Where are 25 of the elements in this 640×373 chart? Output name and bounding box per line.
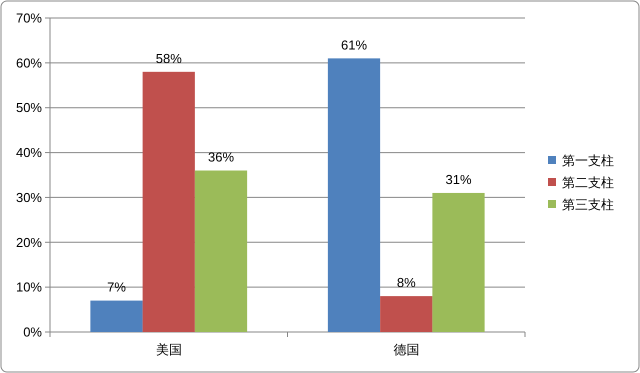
y-tick-label: 50% xyxy=(16,100,42,116)
legend-label: 第二支柱 xyxy=(562,175,614,190)
y-tick-label: 70% xyxy=(16,10,42,26)
bar xyxy=(328,58,380,332)
data-label: 58% xyxy=(156,50,182,66)
y-tick-label: 20% xyxy=(16,234,42,250)
bar xyxy=(432,192,485,332)
y-tick-label: 60% xyxy=(16,55,42,70)
y-tick-label: 30% xyxy=(16,190,42,205)
data-label: 36% xyxy=(208,150,234,165)
data-label: 31% xyxy=(445,172,472,187)
legend-label: 第一支柱 xyxy=(562,153,614,168)
bar xyxy=(194,170,248,332)
bar xyxy=(90,300,143,332)
data-label: 8% xyxy=(396,275,416,290)
data-label: 7% xyxy=(107,280,126,295)
bar xyxy=(142,72,195,332)
legend-label: 第三支柱 xyxy=(562,197,614,212)
y-tick-label: 0% xyxy=(23,324,42,340)
x-tick-label: 德国 xyxy=(393,342,420,357)
y-tick-label: 10% xyxy=(16,280,42,295)
bar xyxy=(380,296,432,332)
x-tick-label: 美国 xyxy=(156,342,182,357)
y-tick-label: 40% xyxy=(16,145,42,160)
data-label: 61% xyxy=(340,37,368,52)
